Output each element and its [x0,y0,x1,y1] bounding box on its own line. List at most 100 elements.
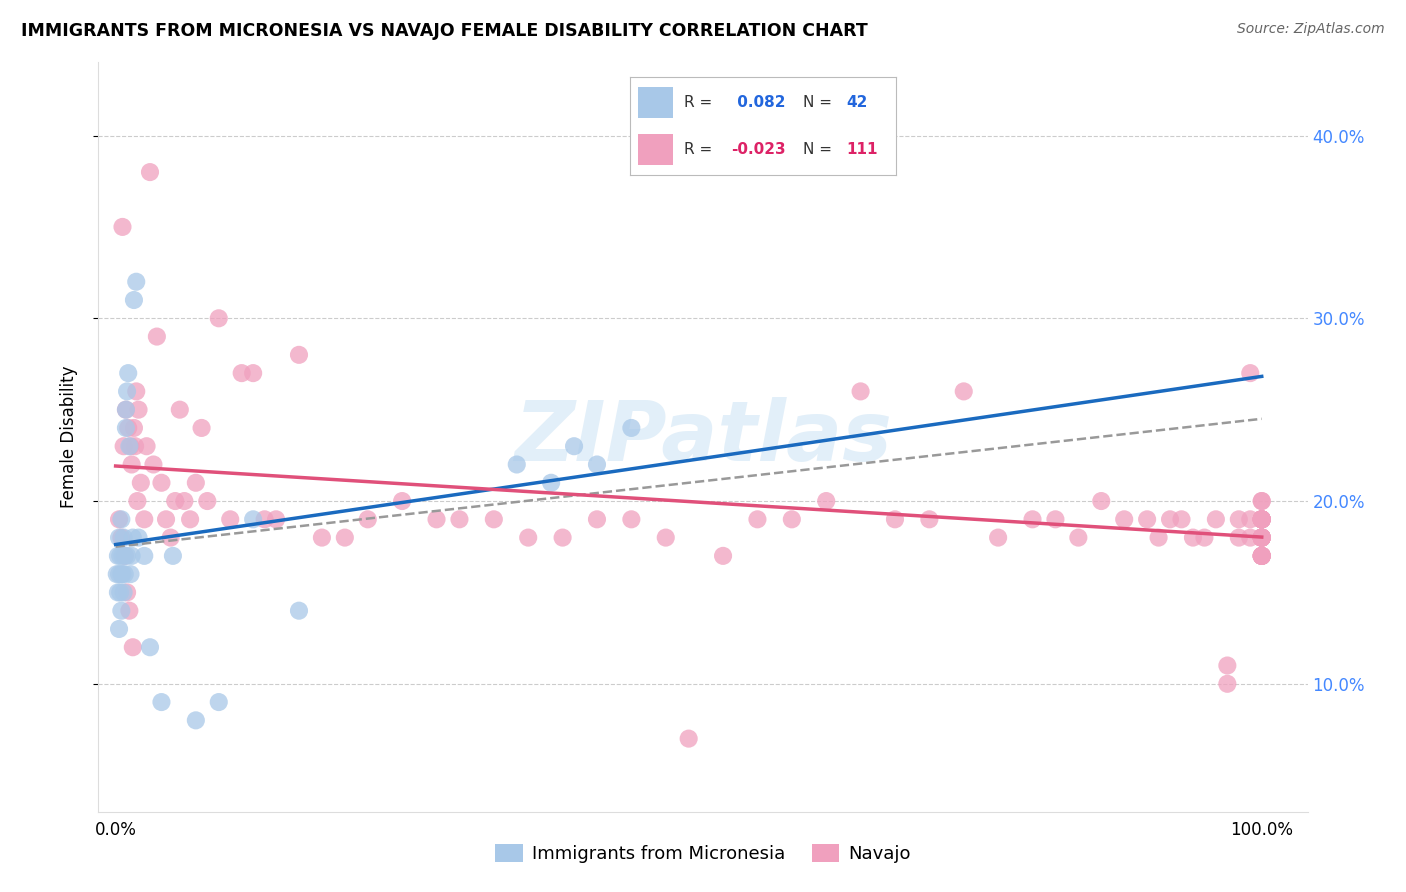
Point [678,731,700,746]
Point [1250,549,1272,563]
Point [114,549,136,563]
Point [142,458,165,472]
Point [1250,512,1272,526]
Text: Source: ZipAtlas.com: Source: ZipAtlas.com [1237,22,1385,37]
Point [1216,677,1239,691]
Point [118,604,141,618]
Point [108,531,131,545]
Point [1250,549,1272,563]
Point [120,439,142,453]
Point [1250,512,1272,526]
Point [150,695,173,709]
Point [1170,512,1192,526]
Point [112,585,135,599]
Point [115,421,138,435]
Point [1250,531,1272,545]
Point [1250,512,1272,526]
Point [108,622,131,636]
Point [918,512,941,526]
Point [1239,366,1261,380]
Point [125,384,148,399]
Point [242,512,264,526]
Point [115,585,138,599]
Point [1159,512,1181,526]
Point [190,421,212,435]
Point [129,475,152,490]
Point [112,439,135,453]
Point [121,640,143,655]
Point [1250,512,1272,526]
Point [655,531,678,545]
Point [288,604,311,618]
Point [1181,531,1204,545]
Point [134,549,156,563]
Point [128,402,150,417]
Point [112,531,135,545]
Point [159,531,181,545]
Point [253,512,276,526]
Point [1194,531,1216,545]
Point [1250,512,1272,526]
Point [1114,512,1136,526]
Point [107,585,129,599]
Point [169,402,191,417]
Point [219,512,242,526]
Point [391,494,413,508]
Point [139,165,162,179]
Point [108,512,131,526]
Point [1227,512,1250,526]
Point [1021,512,1043,526]
Point [105,567,128,582]
Point [107,549,129,563]
Point [987,531,1010,545]
Point [1250,531,1272,545]
Point [115,402,138,417]
Point [506,458,529,472]
Point [1250,494,1272,508]
Point [1250,549,1272,563]
Point [120,567,142,582]
Point [620,421,643,435]
Point [815,494,838,508]
Point [586,458,609,472]
Point [1090,494,1112,508]
Point [586,512,609,526]
Point [264,512,287,526]
Point [551,531,574,545]
Text: ZIPatlas: ZIPatlas [515,397,891,477]
Point [482,512,505,526]
Point [115,384,138,399]
Point [1239,531,1261,545]
Point [114,567,136,582]
Point [1227,531,1250,545]
Point [540,475,562,490]
Point [118,439,141,453]
Legend: Immigrants from Micronesia, Navajo: Immigrants from Micronesia, Navajo [488,837,918,870]
Point [1250,531,1272,545]
Point [184,714,207,728]
Point [1250,512,1272,526]
Point [122,293,145,307]
Point [1250,531,1272,545]
Point [1250,531,1272,545]
Point [125,275,148,289]
Point [111,549,134,563]
Point [1250,549,1272,563]
Point [1250,531,1272,545]
Point [124,439,146,453]
Point [517,531,540,545]
Point [173,494,195,508]
Point [1250,512,1272,526]
Point [108,567,131,582]
Point [110,604,132,618]
Point [1250,531,1272,545]
Point [1250,512,1272,526]
Point [449,512,471,526]
Point [165,494,187,508]
Point [1045,512,1067,526]
Point [208,695,231,709]
Point [150,475,173,490]
Point [1250,549,1272,563]
Point [179,512,201,526]
Text: IMMIGRANTS FROM MICRONESIA VS NAVAJO FEMALE DISABILITY CORRELATION CHART: IMMIGRANTS FROM MICRONESIA VS NAVAJO FEM… [21,22,868,40]
